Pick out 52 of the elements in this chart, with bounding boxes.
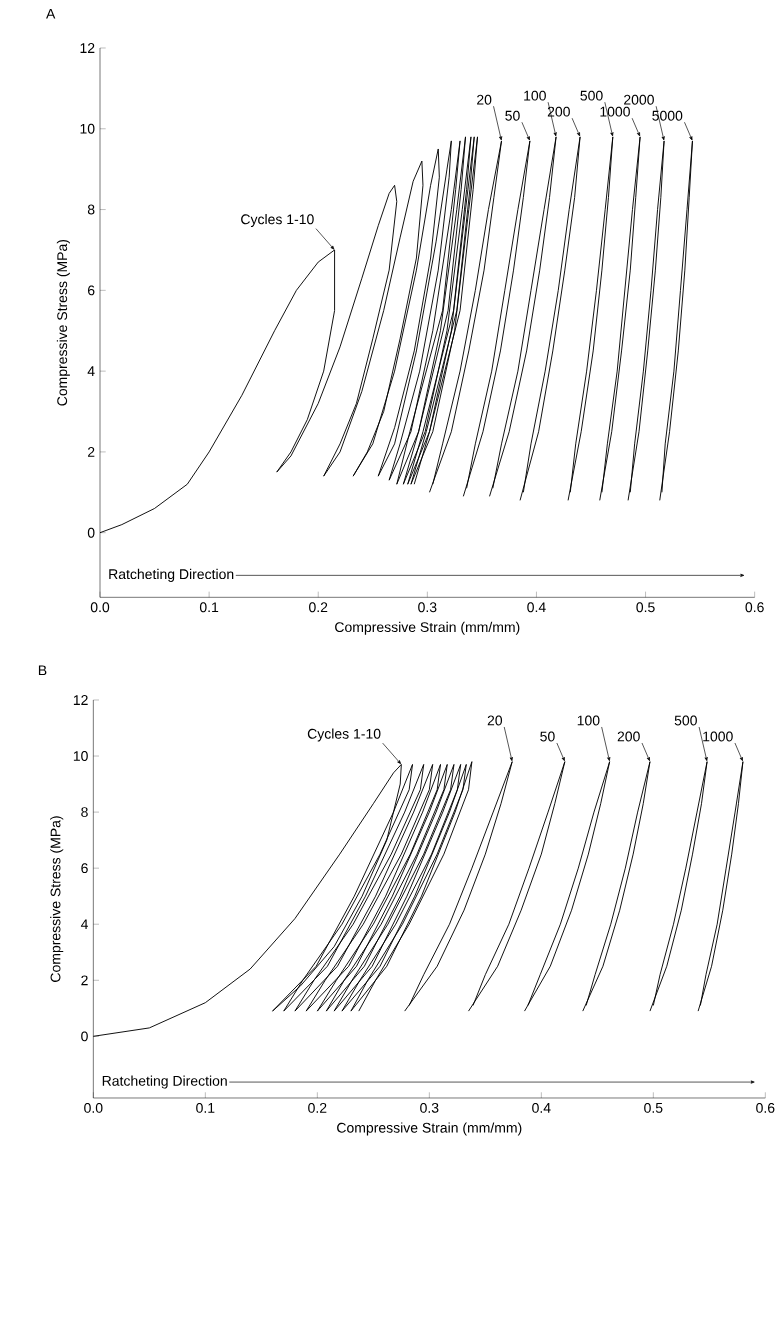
y-tick-label: 0 bbox=[87, 527, 95, 538]
annotation: 1000 bbox=[703, 731, 733, 742]
x-tick-label: 0.1 bbox=[199, 602, 219, 613]
x-axis-title: Compressive Strain (mm/mm) bbox=[337, 1122, 522, 1136]
annotation: 1000 bbox=[600, 106, 630, 117]
y-tick-label: 12 bbox=[73, 695, 88, 705]
chart-title: B bbox=[38, 665, 47, 676]
y-tick-label: 8 bbox=[87, 204, 95, 215]
x-tick-label: 0.2 bbox=[308, 1102, 327, 1113]
annotation: 2000 bbox=[624, 94, 654, 105]
annotation: 500 bbox=[580, 90, 603, 101]
annotation: 100 bbox=[524, 90, 546, 101]
annotation: 200 bbox=[547, 106, 570, 117]
y-axis-title: Compressive Stress (MPa) bbox=[56, 239, 70, 406]
y-tick-label: 6 bbox=[81, 863, 88, 874]
x-tick-label: 0.0 bbox=[90, 602, 110, 613]
annotation: 500 bbox=[674, 715, 697, 726]
x-tick-label: 0.3 bbox=[418, 602, 437, 613]
y-tick-label: 2 bbox=[81, 975, 88, 986]
y-tick-label: 4 bbox=[87, 366, 95, 376]
x-tick-label: 0.1 bbox=[196, 1102, 215, 1113]
annotation: 50 bbox=[505, 110, 520, 121]
x-tick-label: 0.5 bbox=[636, 602, 655, 613]
x-tick-label: 0.2 bbox=[309, 602, 328, 613]
y-tick-label: 0 bbox=[81, 1031, 88, 1042]
annotation: 20 bbox=[487, 715, 503, 726]
x-tick-label: 0.5 bbox=[644, 1102, 663, 1113]
annotation: 200 bbox=[617, 731, 640, 742]
x-tick-label: 0.6 bbox=[756, 1102, 775, 1113]
annotation: Ratcheting Direction bbox=[102, 1075, 227, 1089]
y-tick-label: 10 bbox=[73, 751, 88, 762]
y-tick-label: 8 bbox=[81, 807, 88, 818]
annotation: 100 bbox=[577, 715, 600, 726]
annotation: 50 bbox=[540, 731, 555, 742]
chart-title: A bbox=[46, 8, 56, 19]
annotation: 20 bbox=[477, 94, 492, 105]
y-tick-label: 2 bbox=[87, 447, 95, 457]
x-tick-label: 0.3 bbox=[420, 1102, 439, 1113]
y-tick-label: 10 bbox=[80, 123, 95, 134]
x-axis-title: Compressive Strain (mm/mm) bbox=[335, 621, 520, 635]
y-tick-label: 4 bbox=[80, 919, 88, 930]
x-tick-label: 0.4 bbox=[532, 1102, 551, 1113]
annotation: Ratcheting Direction bbox=[109, 568, 234, 582]
x-tick-label: 0.4 bbox=[527, 602, 546, 613]
y-tick-label: 12 bbox=[80, 43, 95, 53]
y-tick-label: 6 bbox=[87, 285, 95, 296]
annotation: 5000 bbox=[652, 110, 683, 121]
x-tick-label: 0.6 bbox=[745, 602, 764, 613]
y-axis-title: Compressive Stress (MPa) bbox=[50, 816, 64, 982]
x-tick-label: 0.0 bbox=[84, 1102, 103, 1113]
annotation: Cycles 1-10 bbox=[241, 213, 314, 228]
annotation: Cycles 1-10 bbox=[307, 728, 381, 742]
